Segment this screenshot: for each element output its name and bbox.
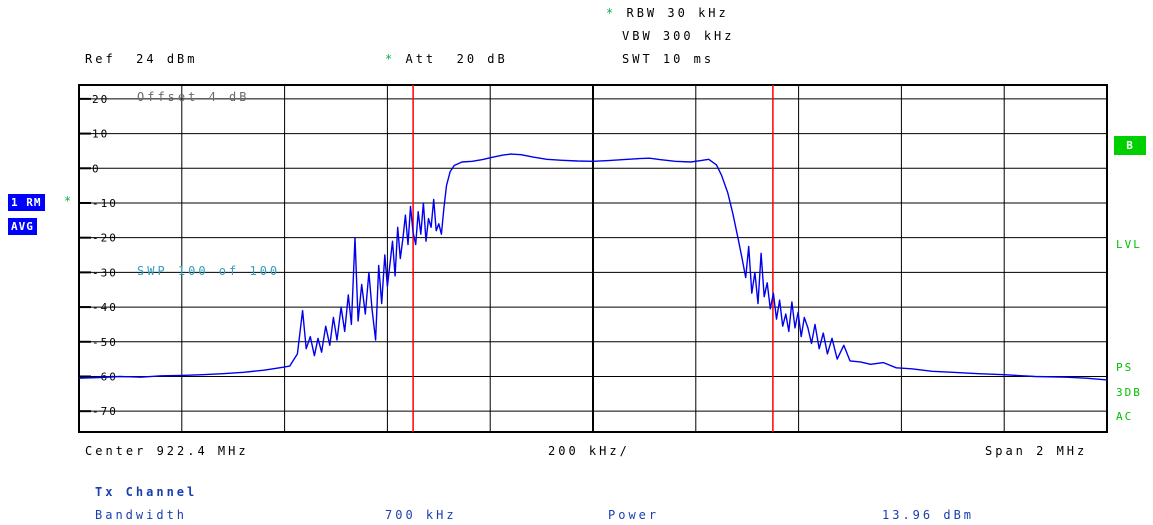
span-setting: Span 2 MHz (985, 444, 1088, 458)
y-tick-label: -70 (92, 405, 118, 418)
detector-badge: AVG (8, 218, 37, 235)
y-tick-label: 0 (92, 162, 101, 175)
spectrum-trace (78, 153, 1108, 381)
lvl-label: LVL (1116, 238, 1142, 251)
sweep-annotation: SWP 100 of 100 (137, 264, 280, 278)
trace-mode-badge: 1 RM (8, 194, 45, 211)
ac-label: AC (1116, 410, 1134, 423)
offset-annotation: Offset 4 dB (137, 90, 249, 104)
attenuation: * Att 20 dB (385, 52, 508, 66)
screen-b-badge: B (1114, 136, 1146, 155)
vbw-setting: VBW 300 kHz (622, 29, 735, 43)
y-tick-label: -20 (92, 232, 118, 245)
y-tick-label: -30 (92, 266, 118, 279)
y-tick-label: -40 (92, 301, 118, 314)
power-value: 13.96 dBm (882, 508, 975, 522)
sweep-time: SWT 10 ms (622, 52, 715, 66)
y-tick-label: 10 (92, 128, 109, 141)
ps-label: PS (1116, 361, 1134, 374)
rbw-setting: * RBW 30 kHz (606, 6, 729, 20)
3db-label: 3DB (1116, 386, 1142, 399)
tx-channel-title: Tx Channel (95, 485, 198, 499)
frequency-division: 200 kHz/ (548, 444, 630, 458)
bandwidth-value: 700 kHz (385, 508, 457, 522)
power-label: Power (608, 508, 660, 522)
ref-level: Ref 24 dBm (85, 52, 198, 66)
y-tick-label: 20 (92, 93, 109, 106)
center-frequency: Center 922.4 MHz (85, 444, 249, 458)
bandwidth-label: Bandwidth (95, 508, 188, 522)
y-tick-label: -50 (92, 336, 118, 349)
trace-star: * (64, 194, 72, 208)
y-tick-label: -10 (92, 197, 118, 210)
